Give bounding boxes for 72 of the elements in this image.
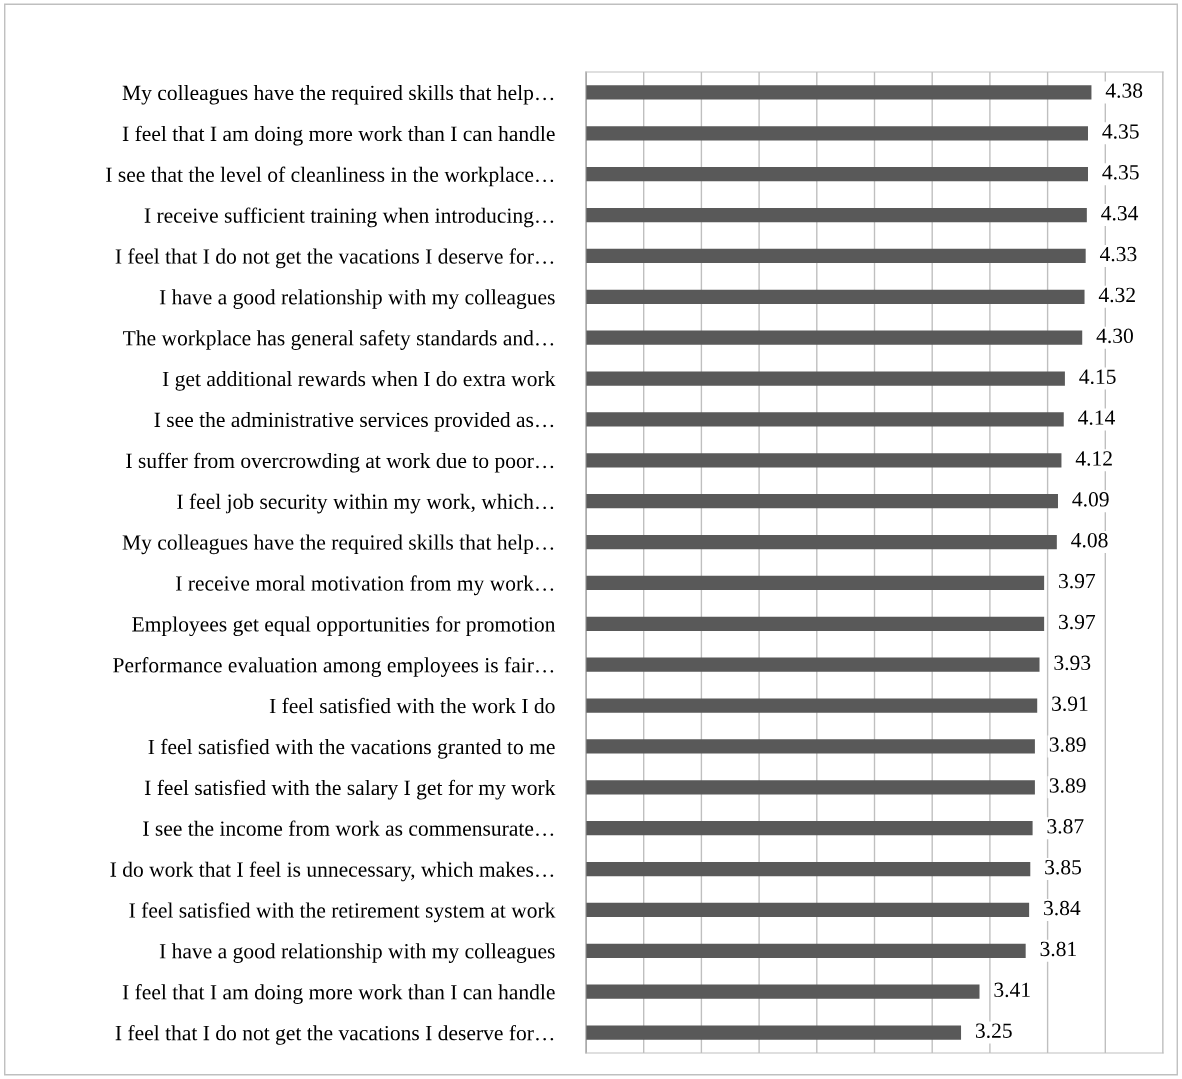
data-label: 3.41: [994, 982, 1030, 998]
data-label: 4.35: [1102, 165, 1139, 180]
y-tick-label: My colleagues have the required skills that help…: [122, 534, 554, 555]
data-label: 3.87: [1047, 819, 1084, 834]
y-tick-label: I receive moral motivation from my work…: [176, 575, 554, 596]
bar: [586, 902, 1030, 918]
bar: [586, 657, 1040, 672]
data-label: 4.34: [1101, 205, 1139, 221]
bar: [586, 861, 1031, 877]
bar: [586, 1025, 962, 1040]
bar: [586, 207, 1087, 223]
data-label: 4.35: [1102, 124, 1139, 139]
y-tick-label: I get additional rewards when I do extra work: [162, 371, 556, 391]
bar: [586, 739, 1035, 754]
bar: [586, 371, 1065, 386]
data-label: 4.09: [1072, 492, 1109, 507]
y-tick-label: I suffer from overcrowding at work due to poor…: [126, 452, 554, 473]
data-label: 3.97: [1059, 614, 1096, 630]
data-label: 4.38: [1105, 83, 1143, 98]
data-label: 3.85: [1045, 859, 1082, 875]
bar: [586, 453, 1062, 468]
bar: [586, 412, 1064, 427]
data-label: 4.15: [1079, 369, 1116, 385]
y-tick-label: I have a good relationship with my colleagues: [159, 289, 555, 309]
y-tick-label: I see the administrative services provided as…: [154, 411, 554, 432]
data-label: 3.89: [1049, 737, 1086, 752]
y-tick-label: I see that the level of cleanliness in the workplace…: [106, 166, 554, 187]
data-label: 3.93: [1054, 655, 1091, 671]
y-tick-label: I have a good relationship with my colleagues: [159, 943, 555, 963]
bar: [586, 575, 1045, 591]
y-tick-label: The workplace has general safety standards and…: [123, 330, 554, 350]
y-tick-label: I feel that I do not get the vacations I deserve for…: [115, 1024, 554, 1045]
data-label: 4.12: [1075, 451, 1112, 466]
y-tick-label: I feel that I am doing more work than I can handle: [122, 984, 555, 1004]
bar: [586, 943, 1026, 958]
data-label: 4.14: [1078, 410, 1115, 425]
y-tick-label: I feel satisfied with the work I do: [269, 697, 555, 714]
bar: [586, 534, 1057, 550]
bar: [586, 780, 1035, 795]
data-label: 3.97: [1059, 573, 1096, 589]
data-label: 4.32: [1098, 287, 1135, 303]
y-tick-label: I feel satisfied with the vacations granted to me: [148, 738, 555, 759]
bar: [586, 698, 1038, 713]
data-label: 3.91: [1052, 696, 1088, 712]
data-label: 3.81: [1040, 941, 1076, 957]
y-tick-label: I receive sufficient training when introducing…: [144, 207, 554, 228]
data-label: 4.30: [1096, 328, 1133, 344]
bar: [586, 167, 1088, 182]
data-label: 4.33: [1099, 246, 1137, 262]
y-tick-label: My colleagues have the required skills that help…: [122, 84, 554, 105]
bar: [586, 85, 1092, 100]
y-tick-label: I feel that I do not get the vacations I deserve for…: [115, 248, 554, 269]
y-tick-label: I feel that I am doing more work than I can handle: [122, 125, 555, 146]
y-tick-label: I feel satisfied with the salary I get for my work: [144, 779, 556, 800]
bar: [586, 289, 1085, 304]
bar: [586, 330, 1083, 345]
data-label: 4.08: [1071, 532, 1108, 548]
y-tick-label: Employees get equal opportunities for promotion: [132, 616, 556, 637]
bar: [586, 984, 980, 999]
data-label: 3.84: [1044, 900, 1081, 916]
y-tick-label: Performance evaluation among employees is fair…: [113, 657, 554, 677]
data-label: 3.25: [975, 1023, 1012, 1039]
bar: [586, 616, 1045, 631]
bar: [586, 126, 1088, 141]
bar: [586, 821, 1033, 836]
y-tick-label: I do work that I feel is unnecessary, which makes…: [110, 861, 554, 882]
bar: [586, 494, 1058, 509]
y-tick-label: I feel job security within my work, which…: [177, 493, 554, 514]
data-label: 3.89: [1049, 778, 1086, 793]
y-tick-label: I see the income from work as commensurate…: [143, 820, 554, 836]
y-tick-label: I feel satisfied with the retirement system at work: [129, 902, 556, 923]
bar: [586, 248, 1086, 264]
